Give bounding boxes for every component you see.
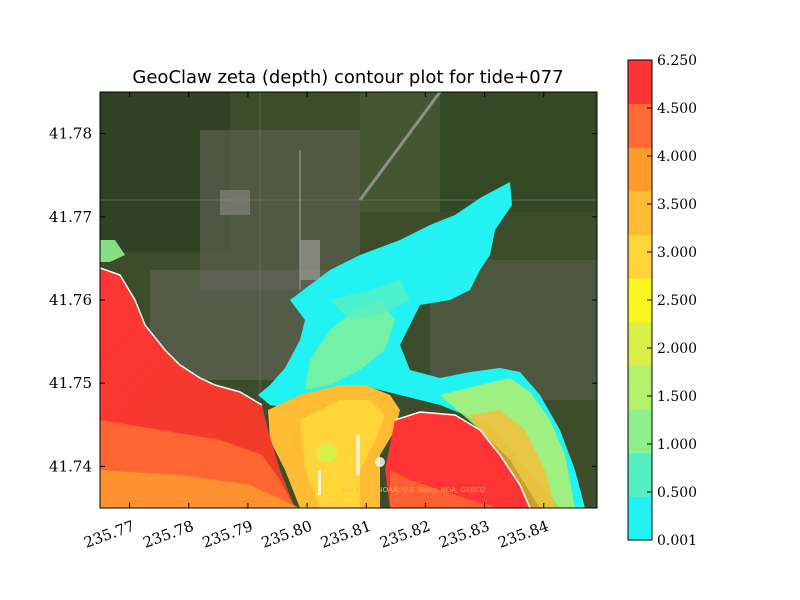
colorbar-label: 3.000 [657, 245, 697, 261]
colorbar-band [628, 60, 652, 105]
x-tick-label: 235.83 [436, 517, 491, 552]
colorbar-band [628, 452, 652, 497]
x-tick-label: 235.81 [318, 517, 373, 552]
x-tick-label: 235.77 [81, 517, 136, 552]
colorbar-band [628, 103, 652, 148]
map-credit: Data SIO, NOAA, U.S. Navy, NGA, GEBCO [342, 486, 486, 494]
y-tick-label: 41.75 [49, 374, 92, 392]
east-coastline [394, 411, 531, 508]
east-bay-edge [390, 470, 500, 508]
colorbar-label: 6.250 [657, 53, 697, 69]
x-tick-label: 235.84 [496, 517, 551, 552]
colorbar-label: 4.000 [657, 149, 697, 165]
x-tick-label: 235.82 [377, 517, 432, 552]
inundation-east-band [470, 410, 555, 508]
land-texture [100, 92, 597, 400]
colorbar-label: 0.001 [657, 533, 697, 549]
colorbar-label: 4.500 [657, 101, 697, 117]
colorbar-band [628, 234, 652, 279]
y-tick-label: 41.77 [49, 208, 92, 226]
y-tick-label: 41.76 [49, 291, 92, 309]
colorbar-band [628, 365, 652, 410]
colorbar-label: 3.500 [657, 197, 697, 213]
colorbar-band [628, 496, 652, 541]
colorbar-label: 2.500 [657, 293, 697, 309]
colorbar-band [628, 147, 652, 192]
colorbar-label: 1.500 [657, 389, 697, 405]
inundation-river-band [330, 280, 410, 320]
coastline [100, 267, 263, 406]
ocean-band-southwest [100, 470, 300, 508]
x-tick-label: 235.78 [141, 517, 196, 552]
x-tick-label: 235.80 [259, 517, 314, 552]
plot-area: Data SIO, NOAA, U.S. Navy, NGA, GEBCO [100, 92, 597, 508]
colorbar-band [628, 321, 652, 366]
colorbar-band [628, 190, 652, 236]
y-tick-label: 41.74 [49, 457, 92, 475]
colorbar-band [628, 409, 652, 454]
y-axis: 41.74 41.75 41.76 41.77 41.78 [49, 125, 597, 475]
inner-harbor-deep [300, 400, 385, 508]
chart-title: GeoClaw zeta (depth) contour plot for ti… [132, 67, 563, 88]
inundation-mid [305, 300, 395, 390]
x-tick-label: 235.79 [200, 517, 255, 552]
y-tick-label: 41.78 [49, 125, 92, 143]
colorbar-label: 0.500 [657, 485, 697, 501]
colorbar-label: 2.000 [657, 341, 697, 357]
colorbar: 0.001 0.500 1.000 1.500 2.000 2.500 3.000 3.500… [627, 53, 697, 549]
colorbar-label: 1.000 [657, 437, 697, 453]
